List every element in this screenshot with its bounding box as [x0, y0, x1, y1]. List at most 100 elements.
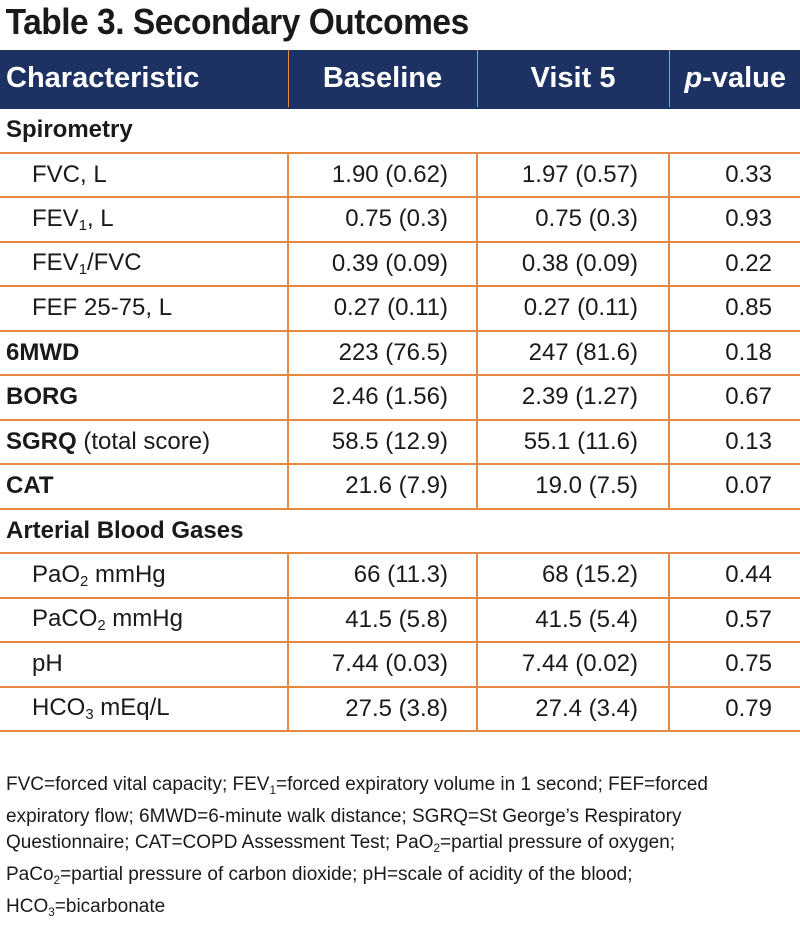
table-row: SGRQ (total score) 58.5 (12.9) 55.1 (11.… [0, 419, 800, 465]
label-part: PaO [32, 560, 81, 588]
visit5-value: 27.4 (3.4) [477, 686, 670, 732]
table-row: FEV1, L 0.75 (0.3) 0.75 (0.3) 0.93 [0, 197, 800, 243]
table-row: FEF 25-75, L 0.27 (0.11) 0.27 (0.11) 0.8… [0, 286, 800, 332]
baseline-value: 2.46 (1.56) [288, 375, 478, 421]
table-row: PaCO2 mmHg 41.5 (5.8) 41.5 (5.4) 0.57 [0, 597, 800, 643]
label-subscript: 2 [97, 618, 106, 635]
table-row: FVC, L 1.90 (0.62) 1.97 (0.57) 0.33 [0, 152, 800, 198]
visit5-value: 1.97 (0.57) [477, 152, 670, 198]
header-characteristic: Characteristic [0, 50, 289, 109]
footnote-text: =bicarbonate [54, 896, 166, 917]
section-row-spirometry: Spirometry [0, 108, 800, 154]
table-body: Spirometry FVC, L 1.90 (0.62) 1.97 (0.57… [0, 108, 800, 732]
header-p-rest: -value [702, 62, 786, 94]
footnote-subscript: 2 [433, 842, 441, 855]
row-label: FEF 25-75, L [0, 286, 289, 332]
visit5-value: 247 (81.6) [477, 330, 670, 376]
baseline-value: 0.27 (0.11) [288, 286, 478, 332]
p-value: 0.13 [669, 419, 800, 465]
row-label: PaCO2 mmHg [0, 597, 289, 643]
table-row: BORG 2.46 (1.56) 2.39 (1.27) 0.67 [0, 375, 800, 421]
visit5-value: 2.39 (1.27) [477, 375, 670, 421]
table-row: CAT 21.6 (7.9) 19.0 (7.5) 0.07 [0, 464, 800, 510]
p-value: 0.79 [669, 686, 800, 732]
row-label: HCO3 mEq/L [0, 686, 289, 732]
label-part: FEV [32, 249, 79, 277]
baseline-value: 223 (76.5) [288, 330, 478, 376]
baseline-value: 41.5 (5.8) [288, 597, 478, 643]
p-value: 0.33 [669, 152, 800, 198]
label-part: /FVC [86, 249, 142, 277]
footnote-text: =forced expiratory volume in 1 second; F… [6, 774, 708, 853]
label-part: mmHg [88, 560, 166, 588]
p-value: 0.85 [669, 286, 800, 332]
table-title: Table 3. Secondary Outcomes [5, 1, 470, 42]
row-label: pH [0, 642, 289, 688]
baseline-value: 66 (11.3) [288, 553, 478, 599]
visit5-value: 68 (15.2) [477, 553, 670, 599]
row-label: CAT [0, 464, 289, 510]
baseline-value: 21.6 (7.9) [288, 464, 478, 510]
footnote-subscript: 2 [53, 874, 61, 887]
baseline-value: 58.5 (12.9) [288, 419, 478, 465]
label-part: mmHg [105, 605, 183, 633]
label-part: mEq/L [93, 694, 170, 722]
p-value: 0.57 [669, 597, 800, 643]
p-value: 0.67 [669, 375, 800, 421]
p-value: 0.07 [669, 464, 800, 510]
label-part: HCO [32, 694, 86, 722]
label-subscript: 1 [78, 262, 87, 279]
row-label: BORG [0, 375, 289, 421]
header-baseline: Baseline [288, 50, 478, 109]
baseline-value: 27.5 (3.8) [288, 686, 478, 732]
table-row: 6MWD 223 (76.5) 247 (81.6) 0.18 [0, 330, 800, 376]
header-visit-5: Visit 5 [477, 50, 670, 109]
label-bold: BORG [6, 383, 78, 411]
row-label: FEV1/FVC [0, 241, 289, 287]
p-value: 0.75 [669, 642, 800, 688]
row-label: 6MWD [0, 330, 289, 376]
label-subscript: 2 [80, 573, 89, 590]
row-label: FVC, L [0, 152, 289, 198]
baseline-value: 0.75 (0.3) [288, 197, 478, 243]
label-bold: CAT [6, 472, 54, 500]
visit5-value: 19.0 (7.5) [477, 464, 670, 510]
p-value: 0.22 [669, 241, 800, 287]
label-subscript: 1 [78, 217, 87, 234]
visit5-value: 7.44 (0.02) [477, 642, 670, 688]
section-label: Spirometry [0, 108, 800, 154]
header-row: Characteristic Baseline Visit 5 p-value [0, 50, 800, 109]
row-label: PaO2 mmHg [0, 553, 289, 599]
label-bold: 6MWD [6, 338, 80, 366]
header-p-italic: p [684, 62, 703, 94]
section-label: Arterial Blood Gases [0, 508, 800, 554]
header-p-value: p-value [669, 50, 800, 109]
label-part: , L [86, 204, 114, 232]
visit5-value: 55.1 (11.6) [477, 419, 670, 465]
table-row: FEV1/FVC 0.39 (0.09) 0.38 (0.09) 0.22 [0, 241, 800, 287]
table-footnote: FVC=forced vital capacity; FEV1=forced e… [0, 772, 800, 926]
visit5-value: 0.75 (0.3) [477, 197, 670, 243]
p-value: 0.44 [669, 553, 800, 599]
row-label: FEV1, L [0, 197, 289, 243]
footnote-text: =partial pressure of oxygen; PaCo [6, 832, 676, 885]
section-row-arterial-blood-gases: Arterial Blood Gases [0, 508, 800, 554]
label-part: FEV [32, 204, 79, 232]
table-row: HCO3 mEq/L 27.5 (3.8) 27.4 (3.4) 0.79 [0, 686, 800, 732]
visit5-value: 0.38 (0.09) [477, 241, 670, 287]
footnote-subscript: 1 [269, 784, 277, 797]
baseline-value: 0.39 (0.09) [288, 241, 478, 287]
p-value: 0.93 [669, 197, 800, 243]
row-label: SGRQ (total score) [0, 419, 289, 465]
table-row: pH 7.44 (0.03) 7.44 (0.02) 0.75 [0, 642, 800, 688]
table-row: PaO2 mmHg 66 (11.3) 68 (15.2) 0.44 [0, 553, 800, 599]
label-bold: SGRQ [6, 427, 77, 455]
footnote-text: FVC=forced vital capacity; FEV [6, 774, 270, 795]
label-subscript: 3 [85, 707, 94, 724]
baseline-value: 1.90 (0.62) [288, 152, 478, 198]
visit5-value: 41.5 (5.4) [477, 597, 670, 643]
label-part: PaCO [32, 605, 98, 633]
label-part: (total score) [76, 427, 211, 455]
visit5-value: 0.27 (0.11) [477, 286, 670, 332]
table-header: Characteristic Baseline Visit 5 p-value [0, 50, 800, 109]
